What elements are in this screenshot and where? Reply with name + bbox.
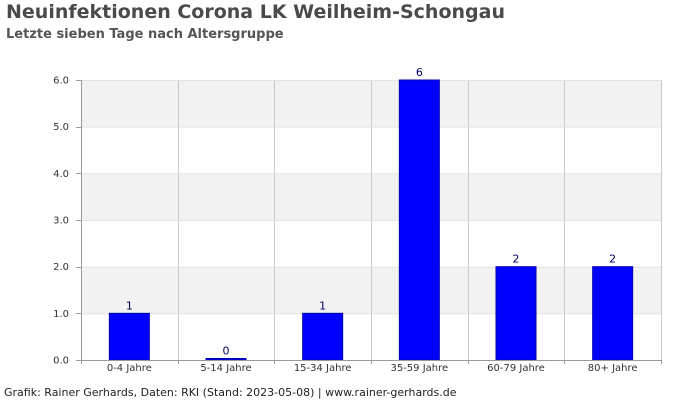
bar (205, 358, 247, 361)
bar (108, 312, 150, 361)
x-tick-label: 80+ Jahre (588, 363, 638, 374)
y-tick-label: 5.0 (53, 122, 69, 133)
x-tick-label: 5-14 Jahre (200, 363, 251, 374)
data-label: 0 (223, 345, 230, 358)
bar-series (108, 79, 634, 361)
bar (398, 79, 440, 361)
chart-subtitle: Letzte sieben Tage nach Altersgruppe (6, 27, 284, 42)
y-tick-labels: 0.0 1.0 2.0 3.0 4.0 5.0 6.0 (53, 76, 69, 367)
y-tick-label: 3.0 (53, 216, 69, 227)
chart-title: Neuinfektionen Corona LK Weilheim-Schong… (6, 1, 505, 23)
x-tick-labels: 0-4 Jahre 5-14 Jahre 15-34 Jahre 35-59 Jahr… (107, 363, 638, 374)
y-tick-label: 1.0 (53, 309, 69, 320)
x-tick-label: 0-4 Jahre (107, 363, 152, 374)
chart-footer: Grafik: Rainer Gerhards, Daten: RKI (Sta… (4, 386, 457, 399)
y-tick-label: 4.0 (53, 169, 69, 180)
x-tick-label: 35-59 Jahre (390, 363, 448, 374)
axes (76, 80, 662, 364)
bar (592, 266, 634, 361)
y-tick-label: 2.0 (53, 262, 69, 273)
bar (302, 312, 344, 361)
y-tick-label: 0.0 (53, 356, 69, 367)
data-label: 1 (126, 299, 133, 312)
x-tick-label: 15-34 Jahre (294, 363, 352, 374)
data-label: 1 (319, 299, 326, 312)
data-label: 2 (609, 253, 616, 266)
data-label: 2 (513, 253, 520, 266)
bar (495, 266, 537, 361)
x-tick-label: 60-79 Jahre (487, 363, 545, 374)
y-tick-label: 6.0 (53, 76, 69, 87)
data-labels: 1 0 1 6 2 2 (126, 66, 616, 358)
data-label: 6 (416, 66, 423, 79)
